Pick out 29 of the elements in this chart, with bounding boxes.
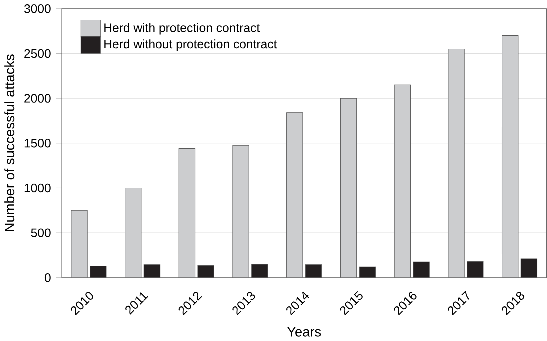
- y-tick-label: 2000: [24, 94, 51, 103]
- bar: [124, 188, 142, 278]
- bar: [448, 48, 465, 278]
- bar: [359, 266, 376, 278]
- bar: [502, 35, 519, 278]
- y-tick-label: 0: [44, 273, 51, 282]
- legend-label: Herd with protection contract: [104, 23, 260, 35]
- y-tick-label: 1000: [24, 184, 51, 192]
- bar: [413, 262, 430, 278]
- bar: [467, 261, 484, 278]
- bar: [232, 145, 250, 278]
- bar: [252, 264, 268, 278]
- bar: [520, 258, 538, 278]
- y-tick-label: 1500: [24, 138, 51, 148]
- bar: [340, 98, 358, 278]
- y-tick-label: 3000: [24, 4, 51, 14]
- y-axis-title: Number of successful attacks: [4, 54, 15, 232]
- bar: [305, 264, 322, 278]
- legend-label: Herd without protection contract: [104, 39, 278, 51]
- bar: [286, 112, 304, 278]
- bar: [178, 148, 196, 278]
- bar: [144, 264, 161, 278]
- bar: [394, 84, 411, 278]
- x-axis-title: Years: [287, 327, 322, 337]
- bar: [71, 210, 88, 278]
- bar: [90, 266, 107, 278]
- y-tick-label: 2500: [24, 49, 51, 58]
- y-tick-label: 500: [31, 228, 51, 238]
- bar: [198, 265, 214, 278]
